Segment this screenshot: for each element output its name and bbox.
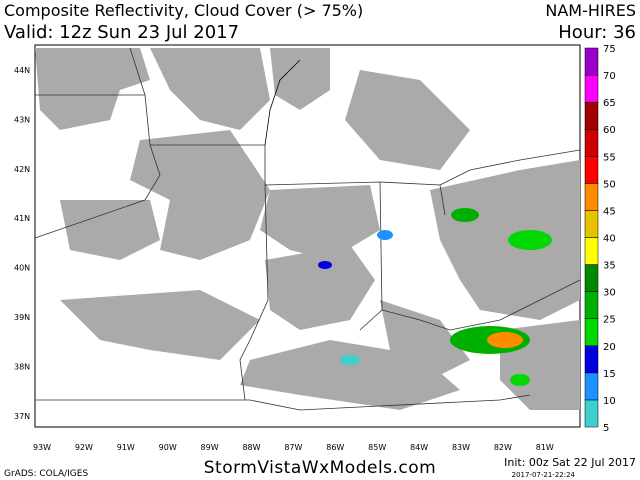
colorbar-label: 20 bbox=[603, 342, 616, 353]
lon-label: 91W bbox=[117, 443, 135, 452]
lon-label: 93W bbox=[33, 443, 51, 452]
lat-label: 44N bbox=[14, 66, 30, 75]
lat-label: 43N bbox=[14, 115, 30, 124]
colorbar-label: 40 bbox=[603, 234, 616, 245]
model: NAM-HIRES bbox=[545, 1, 636, 20]
credit: GrADS: COLA/IGES bbox=[4, 469, 88, 479]
lon-label: 84W bbox=[410, 443, 428, 452]
lon-label: 81W bbox=[536, 443, 554, 452]
lon-label: 88W bbox=[242, 443, 260, 452]
colorbar-swatch bbox=[584, 264, 599, 292]
timestamp: 2017-07-21-22:24 bbox=[512, 471, 576, 479]
colorbar-swatch bbox=[584, 210, 599, 238]
lon-label: 82W bbox=[494, 443, 512, 452]
colorbar-label: 45 bbox=[603, 206, 616, 217]
lon-label: 85W bbox=[368, 443, 386, 452]
lon-labels: 93W 92W 91W 90W 89W 88W 87W 86W 85W 84W 83W 82W 81W bbox=[33, 443, 554, 452]
colorbar-label: 35 bbox=[603, 261, 616, 272]
lon-label: 92W bbox=[75, 443, 93, 452]
lon-label: 86W bbox=[326, 443, 344, 452]
colorbar-label: 30 bbox=[603, 288, 616, 299]
valid-time: Valid: 12z Sun 23 Jul 2017 bbox=[4, 22, 239, 43]
init-time: Init: 00z Sat 22 Jul 2017 bbox=[504, 456, 636, 469]
site: StormVistaWxModels.com bbox=[204, 458, 437, 478]
colorbar-label: 65 bbox=[603, 98, 616, 109]
lat-label: 42N bbox=[14, 165, 30, 174]
lat-label: 38N bbox=[14, 362, 30, 371]
forecast-hour: Hour: 36 bbox=[558, 22, 636, 43]
colorbar-swatch bbox=[584, 156, 599, 184]
colorbar-label: 75 bbox=[603, 44, 616, 55]
lat-labels: 44N 43N 42N 41N 40N 39N 38N 37N bbox=[14, 66, 30, 421]
colorbar-swatch bbox=[584, 318, 599, 347]
colorbar-label: 60 bbox=[603, 125, 616, 136]
colorbar-label: 25 bbox=[603, 315, 616, 326]
colorbar-swatch bbox=[584, 47, 599, 76]
lat-label: 41N bbox=[14, 214, 30, 223]
colorbar-label: 15 bbox=[603, 369, 616, 380]
colorbar-swatch bbox=[584, 128, 599, 157]
colorbar-swatch bbox=[584, 345, 599, 374]
map bbox=[34, 44, 581, 428]
lon-label: 89W bbox=[201, 443, 219, 452]
colorbar-label: 55 bbox=[603, 152, 616, 163]
colorbar-swatch bbox=[584, 372, 599, 401]
colorbar-label: 70 bbox=[603, 71, 616, 82]
colorbar: 5 10 15 20 25 30 35 40 45 50 55 60 65 70 75 bbox=[584, 44, 616, 434]
lon-label: 90W bbox=[159, 443, 177, 452]
lon-label: 87W bbox=[284, 443, 302, 452]
colorbar-label: 50 bbox=[603, 179, 616, 190]
colorbar-swatch bbox=[584, 101, 599, 130]
lat-label: 37N bbox=[14, 412, 30, 421]
boundaries bbox=[34, 47, 581, 411]
colorbar-swatch bbox=[584, 74, 599, 103]
colorbar-label: 10 bbox=[603, 396, 616, 407]
lon-label: 83W bbox=[452, 443, 470, 452]
colorbar-swatch bbox=[584, 291, 599, 319]
colorbar-swatch bbox=[584, 183, 599, 211]
title: Composite Reflectivity, Cloud Cover (> 7… bbox=[4, 1, 363, 20]
lat-label: 40N bbox=[14, 264, 30, 273]
lat-label: 39N bbox=[14, 313, 30, 322]
colorbar-swatch bbox=[584, 237, 599, 265]
colorbar-label: 5 bbox=[603, 423, 609, 434]
radar-echoes bbox=[318, 208, 552, 386]
colorbar-swatch bbox=[584, 399, 599, 428]
